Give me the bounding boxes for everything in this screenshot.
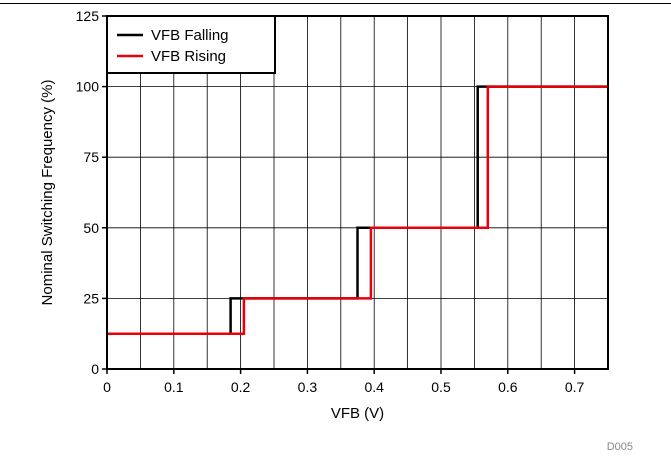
x-tick-label: 0: [103, 379, 111, 395]
x-tick-label: 0.7: [565, 379, 585, 395]
y-tick-label: 100: [76, 79, 100, 95]
y-tick-label: 125: [76, 8, 100, 24]
y-axis-title: Nominal Switching Frequency (%): [39, 80, 56, 306]
series-line-vfb-falling: [107, 85, 608, 335]
figure-code: D005: [607, 441, 633, 453]
legend-label-vfb-falling: VFB Falling: [151, 27, 229, 44]
top-rule: [0, 3, 671, 4]
legend: VFB Falling VFB Rising: [106, 15, 276, 74]
x-tick-label: 0.2: [231, 379, 251, 395]
plot-frame: [106, 15, 609, 370]
y-tick-label: 50: [83, 220, 99, 236]
x-tick-label: 0.6: [498, 379, 518, 395]
x-tick-label: 0.1: [164, 379, 184, 395]
tick-layer: 0 0.1 0.2 0.3 0.4 0.5 0.6 0.7 0 25 50 75 100 125: [76, 8, 585, 395]
series-layer: [107, 85, 608, 335]
x-tick-label: 0.4: [364, 379, 384, 395]
series-line-vfb-rising: [107, 85, 608, 335]
legend-box: [106, 15, 276, 74]
x-tick-label: 0.5: [431, 379, 451, 395]
x-tick-label: 0.3: [298, 379, 318, 395]
y-tick-label: 25: [83, 290, 99, 306]
y-tick-label: 75: [83, 149, 99, 165]
x-axis-title: VFB (V): [331, 405, 384, 422]
y-tick-label: 0: [91, 361, 99, 377]
legend-label-vfb-rising: VFB Rising: [151, 48, 226, 65]
